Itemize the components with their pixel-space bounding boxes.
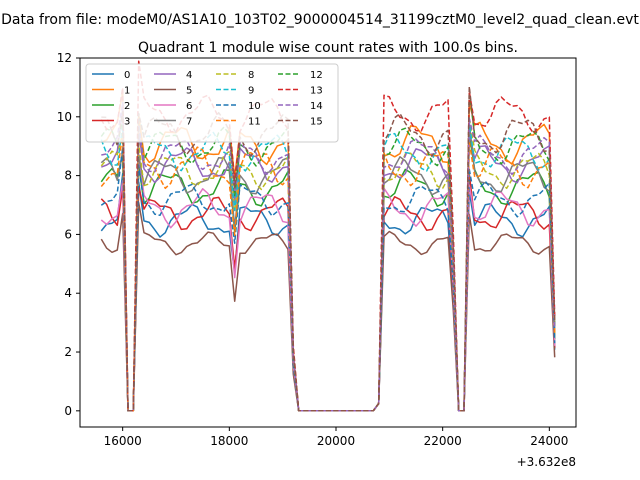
x-axis-offset-label: +3.632e8 <box>517 455 576 469</box>
y-tick-label: 2 <box>64 345 72 359</box>
x-axis: 16000 18000 20000 22000 24000 <box>104 427 568 448</box>
y-tick-label: 10 <box>57 110 72 124</box>
legend-label-15: 15 <box>310 117 323 128</box>
legend-label-0: 0 <box>124 70 130 81</box>
y-axis: 0 2 4 6 8 10 12 <box>57 51 80 418</box>
x-tick-label: 20000 <box>317 434 355 448</box>
legend-label-11: 11 <box>248 117 261 128</box>
x-tick-label: 16000 <box>104 434 142 448</box>
legend-label-12: 12 <box>310 70 323 81</box>
x-tick-label: 24000 <box>530 434 568 448</box>
legend-label-13: 13 <box>310 86 323 97</box>
y-tick-label: 4 <box>64 286 72 300</box>
legend-label-7: 7 <box>186 117 192 128</box>
legend-label-2: 2 <box>124 101 130 112</box>
series-layer <box>100 60 556 412</box>
plot-frame <box>79 57 577 428</box>
figure-suptitle: Data from file: modeM0/AS1A10_103T02_900… <box>1 12 639 28</box>
y-tick-label: 12 <box>57 51 72 65</box>
legend-label-10: 10 <box>248 101 261 112</box>
legend-label-6: 6 <box>186 101 192 112</box>
y-tick-label: 0 <box>64 404 72 418</box>
x-tick-label: 22000 <box>424 434 462 448</box>
legend-label-9: 9 <box>248 86 254 97</box>
legend-label-1: 1 <box>124 86 130 97</box>
x-tick-label: 18000 <box>210 434 248 448</box>
y-tick-label: 8 <box>64 169 72 183</box>
legend-label-5: 5 <box>186 86 192 97</box>
legend-label-8: 8 <box>248 70 254 81</box>
y-tick-label: 6 <box>64 227 72 241</box>
legend-label-4: 4 <box>186 70 192 81</box>
legend-label-14: 14 <box>310 101 323 112</box>
legend-frame <box>85 63 339 143</box>
chart-title: Quadrant 1 module wise count rates with … <box>138 40 518 56</box>
legend-label-3: 3 <box>124 117 130 128</box>
